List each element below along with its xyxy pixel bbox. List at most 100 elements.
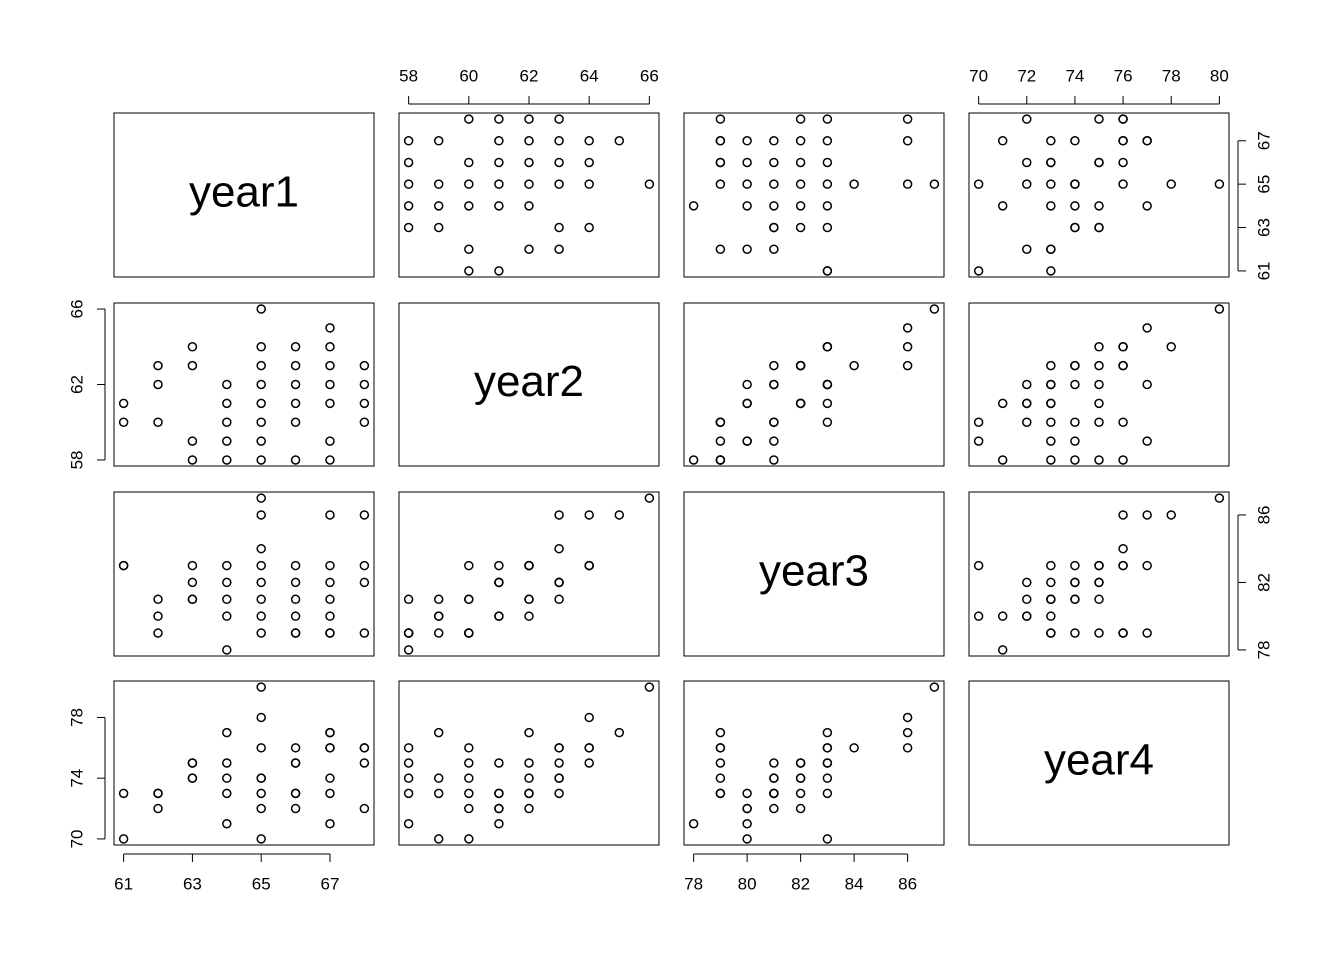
point — [524, 803, 534, 814]
y-tick-label: 58 — [67, 451, 86, 470]
point — [256, 560, 266, 571]
point — [325, 727, 335, 738]
point — [1214, 493, 1225, 503]
point — [554, 543, 564, 554]
point — [403, 628, 414, 638]
point — [822, 266, 833, 276]
variable-label: year1 — [189, 168, 299, 217]
point — [614, 510, 625, 520]
point — [1022, 179, 1032, 189]
point — [1070, 379, 1080, 390]
point — [1094, 628, 1104, 638]
point — [290, 455, 301, 465]
point — [494, 179, 504, 189]
point — [715, 114, 726, 124]
y-tick-label: 65 — [1254, 175, 1273, 194]
point — [715, 788, 726, 799]
point — [325, 560, 335, 571]
point — [715, 727, 726, 738]
point — [256, 803, 266, 814]
panel-frame — [968, 680, 1230, 846]
point — [524, 758, 534, 768]
point — [1046, 560, 1056, 571]
panel-frame — [683, 680, 945, 846]
point — [290, 788, 301, 799]
x-tick-label: 58 — [399, 66, 418, 85]
point — [1118, 360, 1128, 371]
point — [256, 773, 266, 783]
point — [464, 834, 474, 844]
point — [494, 788, 504, 799]
point — [403, 594, 414, 605]
point — [1094, 379, 1104, 390]
point — [973, 560, 984, 571]
point — [325, 436, 335, 446]
point — [256, 360, 266, 371]
panel-frame — [398, 680, 660, 846]
point — [584, 157, 594, 168]
point — [1022, 398, 1032, 409]
point — [325, 577, 335, 588]
point — [256, 436, 266, 446]
point — [403, 179, 414, 189]
point — [118, 417, 129, 427]
x-tick-label: 62 — [520, 66, 539, 85]
x-tick-label: 66 — [640, 66, 659, 85]
point — [614, 727, 625, 738]
point — [1070, 436, 1080, 446]
point — [290, 803, 301, 814]
point — [222, 645, 232, 655]
panel-frame — [398, 112, 660, 278]
panel-frame — [398, 302, 660, 467]
point — [187, 360, 198, 371]
x-tick-label: 86 — [898, 874, 917, 893]
point — [795, 136, 806, 146]
point — [433, 788, 444, 799]
point — [822, 417, 833, 427]
point — [584, 179, 594, 189]
point — [742, 788, 752, 799]
point — [1046, 611, 1056, 621]
point — [403, 743, 414, 753]
point — [222, 455, 232, 465]
point — [118, 560, 129, 571]
point — [822, 834, 833, 844]
panel-frame — [113, 491, 375, 657]
point — [902, 323, 913, 333]
point — [187, 758, 198, 768]
point — [1094, 560, 1104, 571]
point — [554, 510, 564, 520]
point — [769, 417, 779, 427]
point — [1046, 201, 1056, 211]
point — [153, 803, 163, 814]
point — [494, 266, 504, 276]
point — [1118, 157, 1128, 168]
x-tick-label: 67 — [321, 874, 340, 893]
point — [464, 201, 474, 211]
point — [256, 455, 266, 465]
x-tick-label: 78 — [684, 874, 703, 893]
point — [256, 788, 266, 799]
point — [644, 179, 655, 189]
point — [849, 179, 859, 189]
variable-label: year2 — [474, 357, 584, 406]
point — [644, 493, 655, 503]
point — [554, 577, 564, 588]
y-tick-label: 67 — [1254, 131, 1273, 150]
point — [290, 398, 301, 409]
point — [222, 379, 232, 390]
point — [256, 510, 266, 520]
point — [433, 179, 444, 189]
point — [795, 773, 806, 783]
point — [973, 266, 984, 276]
point — [494, 803, 504, 814]
point — [554, 773, 564, 783]
point — [524, 773, 534, 783]
point — [325, 510, 335, 520]
point — [973, 417, 984, 427]
point — [325, 342, 335, 352]
point — [614, 136, 625, 146]
point — [929, 179, 940, 189]
point — [325, 773, 335, 783]
point — [290, 743, 301, 753]
